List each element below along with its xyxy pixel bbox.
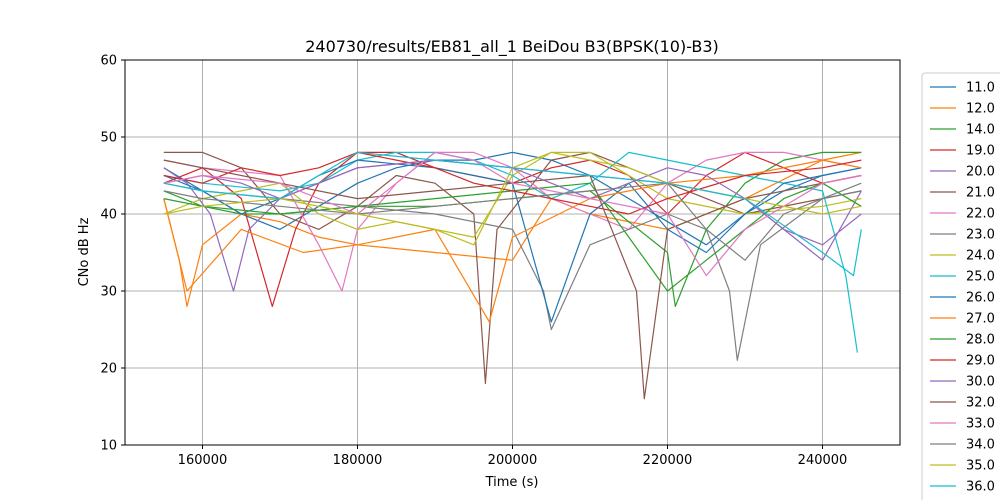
legend-label: 33.0 xyxy=(966,417,995,432)
series-line-29.0 xyxy=(163,151,862,215)
x-tick-label: 220000 xyxy=(643,453,693,468)
series-line-30.0 xyxy=(163,159,862,246)
y-tick-label: 20 xyxy=(100,362,117,377)
series-line-25.0 xyxy=(163,151,858,353)
x-tick-label: 240000 xyxy=(798,453,848,468)
legend-label: 36.0 xyxy=(966,480,995,495)
x-tick-label: 160000 xyxy=(178,453,228,468)
y-tick-label: 60 xyxy=(100,54,117,69)
series-line-34.0 xyxy=(163,182,862,261)
legend-label: 35.0 xyxy=(966,459,995,474)
x-tick-label: 200000 xyxy=(488,453,538,468)
legend-label: 32.0 xyxy=(966,396,995,411)
x-tick-label: 180000 xyxy=(333,453,383,468)
series-line-36.0 xyxy=(163,151,862,277)
chart-title: 240730/results/EB81_all_1 BeiDou B3(BPSK… xyxy=(305,37,719,57)
y-tick-label: 40 xyxy=(100,208,117,223)
legend-label: 29.0 xyxy=(966,354,995,369)
series-line-33.0 xyxy=(163,151,862,277)
legend-label: 20.0 xyxy=(966,165,995,180)
y-axis-label: CNo dB Hz xyxy=(77,217,92,286)
series-line-28.0 xyxy=(163,182,862,292)
legend-label: 21.0 xyxy=(966,186,995,201)
legend-label: 11.0 xyxy=(966,81,995,96)
legend-label: 27.0 xyxy=(966,312,995,327)
legend-label: 30.0 xyxy=(966,375,995,390)
legend-label: 14.0 xyxy=(966,123,995,138)
y-tick-label: 50 xyxy=(100,131,117,146)
legend-label: 26.0 xyxy=(966,291,995,306)
legend-label: 28.0 xyxy=(966,333,995,348)
legend-label: 12.0 xyxy=(966,102,995,117)
axis-ticks: 160000 180000 200000 220000 240000 10 20 30 40 50… xyxy=(100,54,847,469)
legend-label: 19.0 xyxy=(966,144,995,159)
legend-box xyxy=(921,72,1000,500)
legend: 11.0 12.0 14.0 19.0 20.0 21.0 22.0 23.0 24.0 25.0… xyxy=(921,72,1000,500)
legend-label: 25.0 xyxy=(966,270,995,285)
y-tick-label: 30 xyxy=(100,285,117,300)
legend-label: 22.0 xyxy=(966,207,995,222)
legend-label: 23.0 xyxy=(966,228,995,243)
legend-label: 24.0 xyxy=(966,249,995,264)
legend-label: 34.0 xyxy=(966,438,995,453)
series-line-23.0 xyxy=(163,182,862,361)
series-line-24.0 xyxy=(163,151,862,238)
series-lines xyxy=(163,151,862,400)
x-axis-label: Time (s) xyxy=(485,475,539,490)
y-tick-label: 10 xyxy=(100,439,117,454)
series-line-26.0 xyxy=(163,159,862,323)
